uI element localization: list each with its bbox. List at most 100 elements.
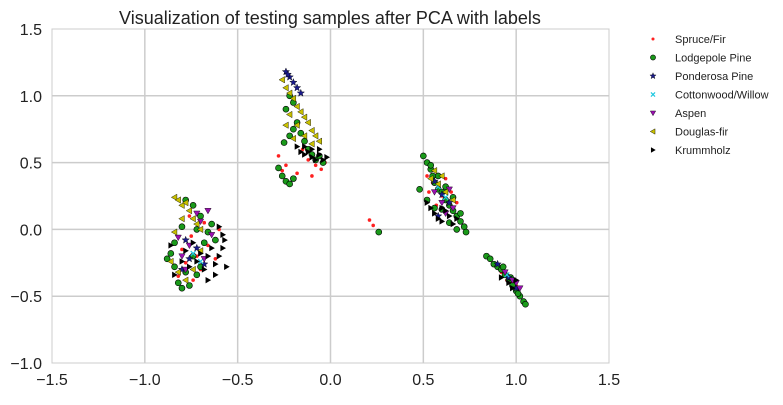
data-point [300, 113, 308, 121]
legend-marker [649, 128, 656, 135]
data-point [222, 236, 228, 244]
data-point [320, 156, 327, 164]
data-point [310, 174, 314, 178]
legend-marker [649, 110, 657, 117]
data-point [446, 212, 453, 220]
data-point [202, 220, 207, 225]
data-point [312, 132, 319, 140]
data-point [186, 263, 193, 271]
data-point [198, 250, 204, 257]
data-point [295, 171, 299, 176]
data-point [424, 199, 431, 206]
data-point [171, 263, 178, 271]
data-point [186, 282, 193, 289]
legend-item: Lodgepole Pine [650, 53, 751, 65]
data-point [190, 250, 196, 257]
data-point [434, 180, 441, 188]
data-point [278, 172, 286, 180]
data-point [208, 220, 215, 228]
data-point [220, 244, 227, 252]
legend-item: Spruce/Fir [651, 34, 726, 46]
data-point [313, 163, 318, 168]
x-tick-label: −1.0 [129, 372, 161, 389]
data-point [498, 274, 505, 281]
legend-item: Cottonwood/Willow [650, 90, 769, 102]
data-point [462, 228, 470, 236]
x-tick-label: −1.5 [36, 372, 68, 389]
data-point [516, 285, 524, 292]
x-tick-label: 1.5 [598, 372, 620, 389]
data-point [300, 132, 308, 140]
data-point [420, 152, 427, 160]
data-point [174, 268, 181, 276]
data-point [194, 258, 201, 265]
data-point [216, 223, 223, 230]
data-point [212, 260, 219, 268]
x-tick-label: −0.5 [222, 372, 254, 389]
data-point [289, 94, 296, 103]
x-tick-label: 1.0 [505, 372, 527, 389]
legend: Spruce/Fir Lodgepole Pine Ponderosa Pine Co… [649, 34, 769, 157]
data-point [499, 263, 507, 271]
data-point [510, 284, 516, 292]
data-point [302, 143, 308, 150]
data-point [171, 239, 178, 247]
data-point [182, 276, 189, 284]
data-point [220, 231, 227, 238]
legend-item: Aspen [649, 108, 706, 120]
data-point [305, 148, 312, 156]
data-point [176, 274, 181, 278]
legend-item: Krummholz [650, 145, 731, 157]
data-point [282, 121, 289, 129]
data-point [282, 84, 289, 92]
data-point [170, 228, 178, 236]
data-point [216, 252, 223, 260]
data-point [432, 210, 438, 217]
data-point [514, 290, 522, 297]
legend-label: Krummholz [675, 145, 731, 157]
y-tick-label: −1.0 [10, 356, 42, 373]
data-point [170, 193, 178, 201]
data-point [163, 255, 171, 263]
data-point [316, 146, 323, 153]
data-point [438, 172, 445, 180]
data-point [213, 256, 218, 261]
legend-label: Spruce/Fir [675, 34, 726, 46]
data-point [308, 140, 315, 148]
data-point [439, 204, 446, 212]
data-point [430, 189, 439, 196]
data-point [172, 271, 178, 279]
data-point [181, 235, 190, 244]
data-point [174, 234, 182, 242]
data-point [427, 190, 431, 194]
data-point [205, 252, 212, 260]
data-point [443, 207, 449, 214]
y-tick-label: 1.5 [20, 22, 42, 39]
data-point [192, 243, 201, 252]
data-point [189, 234, 194, 238]
data-point [282, 105, 290, 113]
data-point [308, 126, 315, 135]
legend-marker [649, 72, 657, 80]
data-point [212, 271, 219, 279]
data-point [306, 158, 311, 162]
series-aspen [174, 186, 524, 292]
data-point [315, 137, 322, 145]
data-point [289, 135, 296, 143]
data-point [208, 232, 216, 239]
data-point [324, 154, 330, 161]
data-point [205, 276, 212, 284]
data-point [178, 215, 185, 223]
data-point [286, 89, 293, 97]
data-point [185, 207, 192, 215]
data-point [309, 146, 316, 153]
data-point [442, 194, 449, 201]
data-point [280, 139, 288, 146]
data-point [297, 129, 305, 137]
data-point [179, 258, 186, 265]
data-point [298, 148, 304, 156]
data-point [187, 214, 192, 218]
data-point [197, 258, 204, 265]
data-point [453, 226, 461, 233]
data-point [183, 247, 189, 254]
